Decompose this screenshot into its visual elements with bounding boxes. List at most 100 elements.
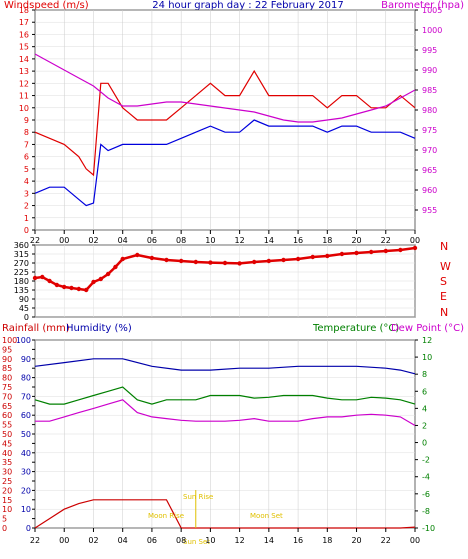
windspeed-tick-label: 3: [24, 189, 29, 198]
x-tick-label: 18: [322, 236, 332, 245]
direction-tick-label: 360: [14, 241, 29, 250]
windspeed-tick-label: 7: [24, 140, 29, 149]
humidity-ticks: 0 10 20 30 40 50 60 70 80 90 100: [16, 336, 31, 533]
barometer-tick-label: 955: [422, 206, 437, 215]
barometer-tick-label: 1005: [422, 6, 442, 15]
x-tick-label: 14: [264, 236, 274, 245]
humidity-axis-label: Humidity (%): [66, 323, 132, 334]
compass-w: W: [440, 260, 451, 273]
rainfall-tick-label: 5: [2, 515, 7, 524]
wind-series: [34, 53, 416, 207]
direction-tick-label: 0: [24, 313, 29, 322]
wind-average-line: [34, 119, 416, 207]
dewpoint-line: [35, 399, 416, 427]
temperature-tick-label: 8: [422, 370, 427, 379]
rainfall-line: [34, 499, 416, 529]
windspeed-tick-label: 2: [24, 202, 29, 211]
x-tick-label: 08: [176, 236, 186, 245]
compass-n-top: N: [440, 240, 448, 253]
x-tick-label: 20: [351, 536, 361, 545]
compass-s: S: [440, 275, 447, 288]
x-tick-label: 20: [351, 236, 361, 245]
temperature-tick-label: 10: [422, 353, 432, 362]
x-tick-label: 00: [59, 536, 69, 545]
rainfall-tick-label: 100: [2, 336, 17, 345]
barometer-tick-label: 965: [422, 166, 437, 175]
humidity-line: [34, 358, 416, 375]
humidity-tick-label: 30: [21, 468, 31, 477]
rainfall-tick-label: 60: [2, 411, 12, 420]
x-tick-label: 22: [381, 236, 391, 245]
direction-trace: [34, 246, 416, 292]
windspeed-tick-label: 11: [19, 92, 29, 101]
windspeed-tick-label: 16: [19, 30, 29, 39]
x-tick-label: 22: [30, 536, 40, 545]
windspeed-tick-label: 17: [19, 18, 29, 27]
direction-tick-label: 135: [14, 286, 29, 295]
barometer-tick-label: 975: [422, 126, 437, 135]
windspeed-tick-label: 13: [19, 67, 29, 76]
temperature-tick-label: -2: [422, 456, 430, 465]
direction-tick-label: 270: [14, 259, 29, 268]
windspeed-tick-label: 5: [24, 165, 29, 174]
temperature-ticks: -10 -8 -6 -4 -2 0 2 4 6 8 10 12: [415, 336, 435, 533]
x-tick-label: 08: [176, 536, 186, 545]
barometer-tick-label: 1000: [422, 26, 442, 35]
humidity-panel-grid: [34, 339, 416, 529]
direction-tick-label: 225: [14, 268, 29, 277]
rainfall-tick-label: 20: [2, 486, 12, 495]
barometer-tick-label: 960: [422, 186, 437, 195]
windspeed-tick-label: 18: [19, 6, 29, 15]
rainfall-tick-label: 25: [2, 477, 12, 486]
barometer-tick-label: 985: [422, 86, 437, 95]
temperature-tick-label: 4: [422, 404, 427, 413]
moon-rise-label: Moon Rise: [148, 512, 184, 520]
rainfall-tick-label: 95: [2, 345, 12, 354]
rainfall-tick-label: 75: [2, 383, 12, 392]
barometer-tick-label: 980: [422, 106, 437, 115]
humidity-tick-label: 70: [21, 392, 31, 401]
temperature-tick-label: 0: [422, 439, 427, 448]
humidity-tick-label: 10: [21, 505, 31, 514]
rainfall-ticks: 0510152025303540455055606570758085909510…: [2, 336, 35, 533]
barometer-tick-label: 970: [422, 146, 437, 155]
x-tick-label: 10: [205, 536, 215, 545]
x-tick-label: 14: [264, 536, 274, 545]
rainfall-axis-label: Rainfall (mm): [2, 323, 70, 334]
rainfall-tick-label: 10: [2, 505, 12, 514]
temperature-tick-label: 12: [422, 336, 432, 345]
barometer-axis-label: Barometer (hpa): [381, 0, 464, 11]
x-tick-label: 12: [235, 536, 245, 545]
windspeed-tick-label: 6: [24, 153, 29, 162]
windspeed-tick-label: 4: [24, 177, 29, 186]
rainfall-tick-label: 15: [2, 496, 12, 505]
humidity-tick-label: 20: [21, 486, 31, 495]
wind-panel-grid: [34, 9, 416, 231]
humidity-tick-label: 50: [21, 430, 31, 439]
x-tick-label: 00: [59, 236, 69, 245]
rainfall-tick-label: 45: [2, 439, 12, 448]
barometer-ticks: 955 960 965 970 975 980 985 990 995 1000 1005: [415, 6, 442, 215]
humidity-tick-label: 90: [21, 355, 31, 364]
rainfall-tick-label: 85: [2, 364, 12, 373]
direction-series: [32, 245, 418, 293]
direction-tick-label: 315: [14, 250, 29, 259]
windspeed-tick-label: 12: [19, 79, 29, 88]
windspeed-tick-label: 14: [19, 55, 29, 64]
rainfall-tick-label: 0: [2, 524, 7, 533]
direction-tick-label: 45: [19, 304, 29, 313]
astro-annotations: Sun Rise Sun Set Moon Rise Moon Set: [148, 490, 283, 546]
rainfall-tick-label: 40: [2, 449, 12, 458]
humidity-series: [34, 358, 416, 529]
x-tick-label: 10: [205, 236, 215, 245]
rainfall-tick-label: 30: [2, 468, 12, 477]
temperature-tick-label: -6: [422, 490, 430, 499]
x-tick-label: 04: [118, 236, 128, 245]
rainfall-tick-label: 35: [2, 458, 12, 467]
x-tick-label: 02: [88, 536, 98, 545]
graph-title: 24 hour graph day : 22 February 2017: [152, 0, 343, 11]
